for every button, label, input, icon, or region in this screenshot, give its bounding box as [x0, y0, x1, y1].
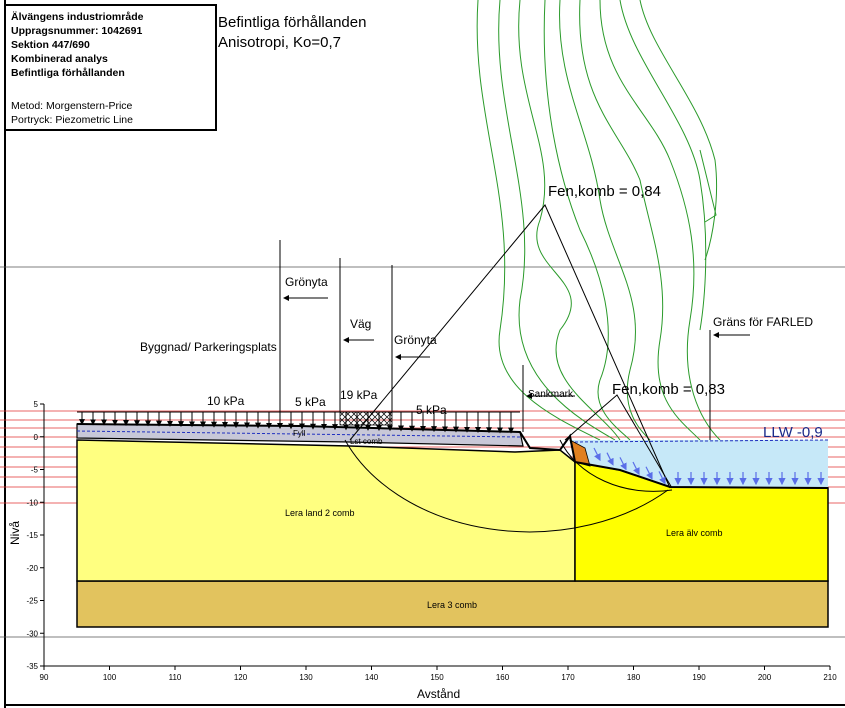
pressure-arrows — [593, 447, 825, 486]
y-tick-label: -15 — [26, 531, 38, 540]
pressure-arrow — [606, 452, 614, 466]
soil-layers — [76, 411, 829, 628]
x-tick-label: 210 — [823, 673, 837, 682]
y-tick-label: -10 — [26, 498, 38, 507]
pressure-arrow — [632, 461, 640, 476]
x-tick-label: 100 — [103, 673, 117, 682]
markers — [279, 240, 750, 440]
load-arrows — [77, 411, 520, 434]
x-tick-label: 200 — [758, 673, 772, 682]
y-tick-label: -20 — [26, 564, 38, 573]
y-tick-label: -30 — [26, 629, 38, 638]
contours — [476, 0, 721, 441]
subtitle: Anisotropi, Ko=0,7 — [218, 34, 341, 51]
pressure-arrow — [593, 447, 601, 462]
label: Lst comb — [350, 437, 383, 446]
x-tick-label: 180 — [627, 673, 641, 682]
info-line: Uppragsnummer: 1042691 — [11, 25, 142, 37]
x-tick-label: 130 — [299, 673, 313, 682]
info-line: Befintliga förhållanden — [11, 67, 125, 79]
label: 19 kPa — [340, 388, 378, 402]
label: Lera land 2 comb — [285, 508, 355, 518]
label: Fyll — [293, 429, 306, 438]
label: Gräns för FARLED — [713, 315, 813, 329]
label: Grönyta — [394, 333, 437, 347]
label: Grönyta — [285, 275, 328, 289]
info-box — [4, 4, 217, 131]
info-line: Portryck: Piezometric Line — [11, 114, 133, 126]
axes: 90 100 110 120 130 140 150 160 170 180 190 200 210 5 0… — [8, 400, 837, 701]
label: Sankmark — [528, 389, 574, 400]
y-tick-label: 5 — [34, 400, 39, 409]
label: 10 kPa — [207, 394, 245, 408]
x-tick-label: 120 — [234, 673, 248, 682]
y-tick-label: -35 — [26, 662, 38, 671]
x-tick-label: 150 — [430, 673, 444, 682]
y-tick-label: -25 — [26, 597, 38, 606]
x-tick-label: 90 — [40, 673, 49, 682]
y-tick-label: 0 — [34, 433, 39, 442]
label: Fen,komb = 0,83 — [612, 381, 725, 398]
label: 5 kPa — [295, 395, 326, 409]
pressure-arrow — [619, 457, 627, 471]
info-line: Metod: Morgenstern-Price — [11, 100, 133, 112]
label: Lera 3 comb — [427, 600, 477, 610]
x-tick-label: 160 — [496, 673, 510, 682]
x-tick-label: 110 — [169, 673, 182, 682]
x-tick-label: 170 — [561, 673, 575, 682]
label: Lera älv comb — [666, 528, 723, 538]
info-line: Kombinerad analys — [11, 53, 108, 65]
pressure-arrow — [658, 471, 666, 485]
x-tick-label: 190 — [692, 673, 706, 682]
info-line: Sektion 447/690 — [11, 39, 90, 51]
info-line: Älvängens industriområde — [11, 10, 144, 23]
x-tick-label: 140 — [365, 673, 379, 682]
slip-surfaces — [344, 204, 673, 533]
label: LLW -0,9 — [763, 424, 823, 441]
y-axis-label: Nivå — [8, 521, 22, 545]
x-axis-label: Avstånd — [417, 687, 460, 701]
pressure-arrow — [645, 466, 653, 480]
label: Byggnad/ Parkeringsplats — [140, 340, 277, 354]
y-tick-label: -5 — [31, 466, 39, 475]
title: Befintliga förhållanden — [218, 14, 366, 31]
label: 5 kPa — [416, 403, 447, 417]
label: Väg — [350, 317, 371, 331]
label: Fen,komb = 0,84 — [548, 183, 661, 200]
